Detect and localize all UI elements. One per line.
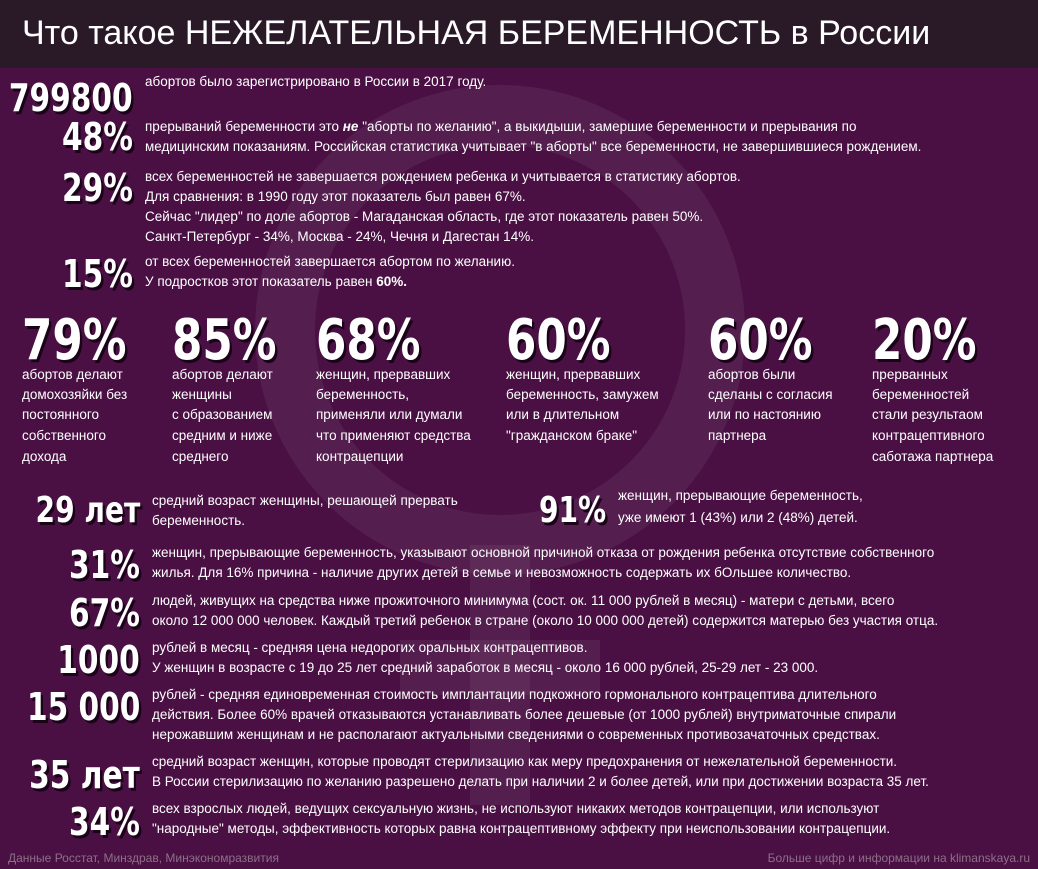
text-line: беременность, замужем <box>506 387 659 402</box>
text-line: рублей - средняя единовременная стоимост… <box>152 687 877 702</box>
text-line: уже имеют 1 (43%) или 2 (48%) детей. <box>618 510 858 525</box>
text-line: В России стерилизацию по желанию разреше… <box>152 774 929 789</box>
text-line: рублей в месяц - средняя цена недорогих … <box>152 640 588 655</box>
text-line: женщины <box>172 387 232 402</box>
stat-number: 60% <box>506 308 611 373</box>
text-line: прерываний беременности это не "аборты п… <box>145 118 856 136</box>
title-bar: Что такое НЕЖЕЛАТЕЛЬНАЯ БЕРЕМЕННОСТЬ в Р… <box>0 0 1038 68</box>
text-line: средним и ниже <box>172 428 273 443</box>
text-line: женщин, прервавших <box>316 367 451 382</box>
text-line: всех беременностей не завершается рожден… <box>145 169 741 184</box>
text-line: "гражданском браке" <box>506 428 638 443</box>
text-line: или в длительном <box>506 407 620 422</box>
text-line: средний возраст женщин, которые проводят… <box>152 754 898 769</box>
text-line: с образованием <box>172 407 273 422</box>
emphasis: не <box>342 119 359 134</box>
emphasis: 60%. <box>376 274 407 289</box>
footer-sources: Данные Росстат, Минздрав, Минэкономразви… <box>8 851 279 865</box>
stat-number: 68% <box>316 308 421 373</box>
text-line: абортов было зарегистрировано в России в… <box>145 74 487 89</box>
text-line: "народные" методы, эффективность которых… <box>152 821 891 836</box>
footer-link: Больше цифр и информации на klimanskaya.… <box>767 851 1030 865</box>
text-line: людей, живущих на средства ниже прожиточ… <box>152 593 895 608</box>
title: Что такое НЕЖЕЛАТЕЛЬНАЯ БЕРЕМЕННОСТЬ в Р… <box>22 14 931 52</box>
text-line: беременность, <box>316 387 410 402</box>
text-line: применяли или думали <box>316 407 463 422</box>
stat-number: 91% <box>538 490 606 531</box>
text-line: действия. Более 60% врачей отказываются … <box>152 707 897 722</box>
text-line: Сейчас "лидер" по доле абортов - Магадан… <box>145 209 704 224</box>
text-line: контрацептивного <box>872 428 985 443</box>
text-line: дохода <box>22 449 67 464</box>
stat-number: 60% <box>708 308 813 373</box>
stat-number: 29% <box>62 166 133 210</box>
text-line: собственного <box>22 428 107 443</box>
stat-number: 799800 <box>9 76 133 120</box>
text-line: всех взрослых людей, ведущих сексуальную… <box>152 801 880 816</box>
text-line: абортов были <box>708 367 796 382</box>
stat-number: 31% <box>69 543 140 587</box>
stat-number: 20% <box>872 308 977 373</box>
text-line: среднего <box>172 449 229 464</box>
text-line: беременность. <box>152 513 246 528</box>
text-line: около 12 000 000 человек. Каждый третий … <box>152 613 939 628</box>
text-line: женщин, прервавших <box>506 367 641 382</box>
text-line: Санкт-Петербург - 34%, Москва - 24%, Чеч… <box>145 229 534 244</box>
stat-number: 35 лет <box>29 753 140 797</box>
text: прерываний беременности это <box>145 119 343 134</box>
text-line: от всех беременностей завершается аборто… <box>145 254 515 269</box>
text-line: или по настоянию <box>708 407 821 422</box>
text-line: стали результаом <box>872 407 983 422</box>
stat-number: 15 000 <box>26 685 140 729</box>
stat-number: 85% <box>172 308 277 373</box>
text-line: абортов делают <box>172 367 273 382</box>
text-line: партнера <box>708 428 767 443</box>
stat-number: 48% <box>62 115 133 159</box>
text-line: женщин, прерывающие беременность, <box>618 488 863 503</box>
text-line: саботажа партнера <box>872 449 994 464</box>
text-line: средний возраст женщины, решающей прерва… <box>152 493 458 508</box>
text-line: сделаны с согласия <box>708 387 833 402</box>
text-line: У подростков этот показатель равен 60%. <box>145 273 407 291</box>
stat-number: 15% <box>62 252 133 296</box>
text-line: домохозяйки без <box>22 387 128 402</box>
text-line: прерванных <box>872 367 948 382</box>
stat-number: 67% <box>69 591 140 635</box>
text: У подростков этот показатель равен <box>145 274 377 289</box>
text: "аборты по желанию", а выкидыши, замерши… <box>358 119 857 134</box>
text-line: постоянного <box>22 407 99 422</box>
text-line: Для сравнения: в 1990 году этот показате… <box>145 189 526 204</box>
text-line: что применяют средства <box>316 428 471 443</box>
stat-number: 34% <box>69 800 140 844</box>
text-line: медицинским показаниям. Российская стати… <box>145 139 922 154</box>
stat-number: 79% <box>22 308 127 373</box>
text-line: жилья. Для 16% причина - наличие других … <box>152 565 852 580</box>
stat-number: 1000 <box>57 638 140 682</box>
stat-number: 29 лет <box>35 490 140 531</box>
text-line: женщин, прерывающие беременность, указыв… <box>152 545 935 560</box>
text-line: У женщин в возрасте с 19 до 25 лет средн… <box>152 660 819 675</box>
text-line: нерожавшим женщинам и не располагают акт… <box>152 727 880 742</box>
text-line: абортов делают <box>22 367 123 382</box>
text-line: контрацепции <box>316 449 404 464</box>
text-line: беременностей <box>872 387 970 402</box>
